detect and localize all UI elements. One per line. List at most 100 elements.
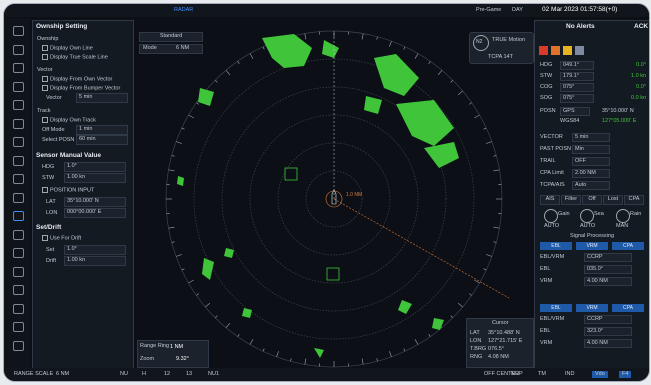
button[interactable]: 12 [164, 371, 170, 378]
bearing-tick [389, 351, 391, 357]
tab[interactable]: CPA [612, 304, 644, 312]
value[interactable]: 323.0° [584, 327, 632, 336]
nav-icon[interactable] [13, 156, 24, 166]
nav-icon[interactable] [13, 174, 24, 184]
presentation[interactable]: Pre-Game [476, 7, 501, 14]
button[interactable]: NUP [511, 371, 523, 378]
field[interactable]: 179.1° [560, 72, 594, 81]
tab[interactable]: EBL [540, 242, 572, 250]
field[interactable]: 35°10.000' N [64, 197, 126, 207]
nav-icon[interactable] [13, 63, 24, 73]
field[interactable]: 1.00 kn [64, 173, 126, 183]
button[interactable]: Lost [603, 195, 623, 205]
label: PAST POSN [540, 146, 571, 153]
checkbox[interactable]: Display True Scale Line [42, 54, 108, 61]
field[interactable]: 049.1° [560, 61, 594, 70]
field[interactable]: 5 min [76, 93, 128, 103]
button[interactable]: AIS [540, 195, 560, 205]
bearing-tick [362, 34, 363, 40]
display-mode[interactable]: Standard [139, 32, 203, 42]
checkbox[interactable]: Display From Own Vector [42, 76, 112, 83]
bearing-tick [451, 316, 453, 318]
value[interactable]: 9.32° [176, 356, 189, 363]
value[interactable]: 035.0° [584, 265, 632, 274]
button[interactable]: TM [538, 371, 546, 378]
field[interactable]: 075° [560, 83, 594, 92]
value[interactable]: 4.00 NM [584, 339, 632, 348]
field[interactable]: 000°00.000' E [64, 208, 126, 218]
knob[interactable] [544, 209, 558, 223]
field[interactable]: GPS [560, 107, 590, 116]
field[interactable]: Auto [572, 181, 610, 190]
field[interactable]: 1.0° [64, 162, 126, 172]
checkbox[interactable]: Display Own Line [42, 45, 93, 52]
field[interactable]: OFF [572, 157, 610, 166]
tab[interactable]: VRM [576, 304, 608, 312]
value: 6 NM [176, 45, 189, 52]
knob[interactable] [580, 209, 594, 223]
palette[interactable]: DAY [512, 7, 523, 14]
button[interactable]: Filter [561, 195, 581, 205]
field[interactable]: 5 min [572, 133, 610, 142]
tab[interactable]: VRM [576, 242, 608, 250]
nav-icon[interactable] [13, 341, 24, 351]
button[interactable]: F4 [619, 371, 631, 378]
field[interactable]: 1.00 kn [64, 256, 126, 266]
knob-label: Gain [558, 211, 570, 218]
checkbox[interactable]: Use For Drift [42, 235, 81, 242]
tab[interactable]: CPA [612, 242, 644, 250]
signal[interactable]: Signal Processing [570, 233, 614, 240]
motion[interactable]: TRUE Motion [492, 37, 525, 44]
bearing-tick [377, 358, 378, 361]
alert-icon[interactable] [539, 46, 548, 55]
nav-icon[interactable] [13, 82, 24, 92]
nav-icon[interactable] [13, 230, 24, 240]
alert-icon[interactable] [575, 46, 584, 55]
alert-icon[interactable] [563, 46, 572, 55]
tab[interactable]: EBL [540, 304, 572, 312]
value: WGS84 [560, 118, 579, 125]
button[interactable]: Vdo [592, 371, 608, 378]
bearing-tick [494, 227, 500, 228]
value[interactable]: CCRP [584, 253, 632, 262]
nav-icon[interactable] [13, 322, 24, 332]
button[interactable]: IND [565, 371, 574, 378]
bearing-tick [389, 41, 391, 47]
nav-icon[interactable] [13, 304, 24, 314]
nav-icon[interactable] [13, 45, 24, 55]
checkbox[interactable]: Display Own Track [42, 117, 96, 124]
nav-icon[interactable] [13, 285, 24, 295]
knob[interactable] [616, 209, 630, 223]
nav-icon[interactable] [13, 100, 24, 110]
label: SOG [540, 95, 552, 102]
field[interactable]: 075° [560, 94, 594, 103]
nav-icon[interactable] [13, 193, 24, 203]
field[interactable]: 1.0° [64, 245, 126, 255]
nav-icon[interactable] [13, 211, 24, 221]
nav-icon[interactable] [13, 267, 24, 277]
ack-button[interactable]: ACK [634, 23, 648, 30]
button[interactable]: 13 [186, 371, 192, 378]
checkbox[interactable]: Display From Bumper Vector [42, 85, 120, 92]
button[interactable]: Off [582, 195, 602, 205]
alert-icon[interactable] [551, 46, 560, 55]
value[interactable]: CCRP [584, 315, 632, 324]
field[interactable]: 1 min [76, 125, 128, 135]
nav-icon[interactable] [13, 119, 24, 129]
field[interactable]: Min [572, 145, 610, 154]
field[interactable]: 60 min [76, 135, 128, 145]
checkbox[interactable]: POSITION INPUT [42, 187, 94, 194]
bearing-tick [172, 156, 175, 157]
value[interactable]: 1 NM [170, 344, 183, 351]
button[interactable]: NU [120, 371, 128, 378]
button[interactable]: CPA [624, 195, 644, 205]
nav-icon[interactable] [13, 137, 24, 147]
button[interactable]: H [142, 371, 146, 378]
nav-icon[interactable] [13, 248, 24, 258]
section: Sensor Manual Value [36, 152, 101, 159]
field[interactable]: 2.00 NM [572, 169, 610, 178]
value[interactable]: 6 NM [56, 371, 69, 378]
value[interactable]: 4.00 NM [584, 277, 632, 286]
button[interactable]: NU1 [208, 371, 219, 378]
nav-icon[interactable] [13, 26, 24, 36]
